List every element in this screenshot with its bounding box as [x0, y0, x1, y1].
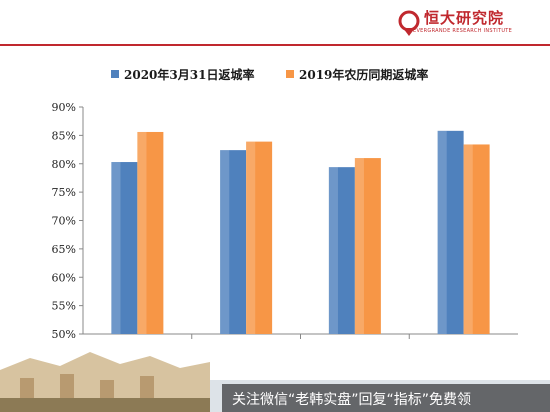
- bar-highlight: [111, 162, 121, 334]
- header-rule: [0, 44, 550, 46]
- bar-highlight: [220, 150, 230, 334]
- chart-bars: [111, 130, 490, 334]
- bar-highlight: [463, 144, 473, 334]
- bar: [463, 144, 490, 334]
- bar-highlight: [246, 141, 256, 334]
- bar: [111, 162, 138, 334]
- y-tick-label: 70%: [52, 215, 76, 228]
- y-tick-label: 80%: [52, 158, 76, 171]
- legend-label: 2019年农历同期返城率: [299, 67, 428, 82]
- bar: [354, 158, 381, 334]
- bar: [220, 150, 247, 334]
- legend-swatch: [111, 70, 119, 78]
- bar-highlight: [354, 158, 364, 334]
- y-tick-label: 55%: [52, 300, 76, 313]
- y-tick-label: 50%: [52, 328, 76, 341]
- evergrande-logo-icon: [398, 10, 420, 36]
- brand-subtitle: EVERGRANDE RESEARCH INSTITUTE: [413, 28, 513, 34]
- bar: [137, 131, 164, 334]
- bar-highlight: [328, 167, 338, 334]
- brand-name: 恒大研究院: [424, 9, 505, 27]
- bar-highlight: [137, 131, 147, 334]
- watermark-bar: [222, 384, 550, 412]
- bar: [437, 130, 464, 334]
- y-tick-label: 75%: [52, 186, 76, 199]
- chart-legend: 2020年3月31日返城率 2019年农历同期返城率: [111, 67, 428, 82]
- bar: [246, 141, 273, 334]
- y-tick-label: 60%: [52, 271, 76, 284]
- y-tick-label: 90%: [52, 101, 76, 114]
- bar-highlight: [437, 130, 447, 334]
- y-tick-label: 65%: [52, 243, 76, 256]
- y-tick-label: 85%: [52, 129, 76, 142]
- bar: [328, 167, 355, 334]
- legend-swatch: [286, 70, 294, 78]
- legend-label: 2020年3月31日返城率: [124, 67, 254, 82]
- watermark-text: 关注微信“老韩实盘”回复“指标”免费领: [232, 392, 472, 408]
